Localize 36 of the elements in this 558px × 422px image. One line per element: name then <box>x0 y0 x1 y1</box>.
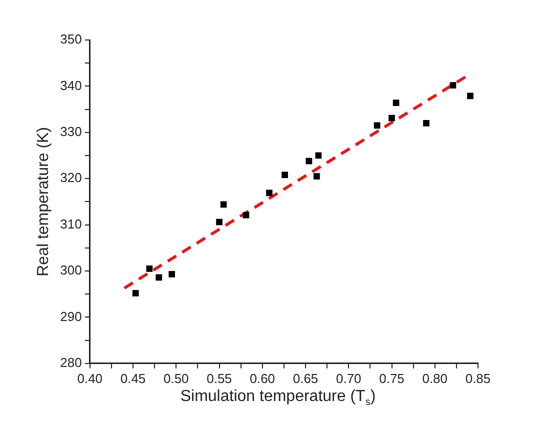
x-tick-label: 0.85 <box>465 370 491 386</box>
x-tick-label: 0.80 <box>422 370 448 386</box>
point <box>266 190 272 196</box>
point <box>220 201 227 208</box>
point <box>423 120 430 126</box>
point <box>216 218 222 226</box>
point <box>314 173 320 180</box>
x-tick-label: 0.50 <box>163 370 189 386</box>
x-tick-label: 0.55 <box>206 370 232 386</box>
x-tick-label: 0.65 <box>292 370 318 386</box>
point <box>374 122 380 129</box>
point <box>467 92 474 100</box>
point <box>156 274 162 281</box>
y-axis-title: Real temperature (K) <box>35 127 52 276</box>
point <box>168 271 176 278</box>
point <box>146 266 153 272</box>
y-tick-label: 310 <box>60 216 82 232</box>
x-tick-label: 0.75 <box>379 370 404 386</box>
x-tick-label: 0.45 <box>120 370 146 386</box>
x-tick-label: 0.70 <box>336 370 362 386</box>
y-tick-label: 290 <box>60 308 82 324</box>
point <box>242 212 250 218</box>
y-tick-label: 280 <box>60 354 82 370</box>
y-tick-label: 320 <box>60 170 82 186</box>
point <box>388 114 395 122</box>
y-tick-label: 350 <box>60 32 82 47</box>
x-tick-label: 0.40 <box>77 370 103 386</box>
point <box>392 100 400 106</box>
y-tick-label: 340 <box>60 78 82 93</box>
x-tick-label: 0.60 <box>250 370 276 386</box>
point <box>450 82 456 88</box>
point <box>132 290 139 296</box>
point <box>282 172 288 178</box>
y-tick-label: 330 <box>60 124 82 139</box>
y-tick-label: 300 <box>60 262 82 278</box>
x-axis-title: Simulation temperature (T$_{s}$) <box>179 388 377 408</box>
